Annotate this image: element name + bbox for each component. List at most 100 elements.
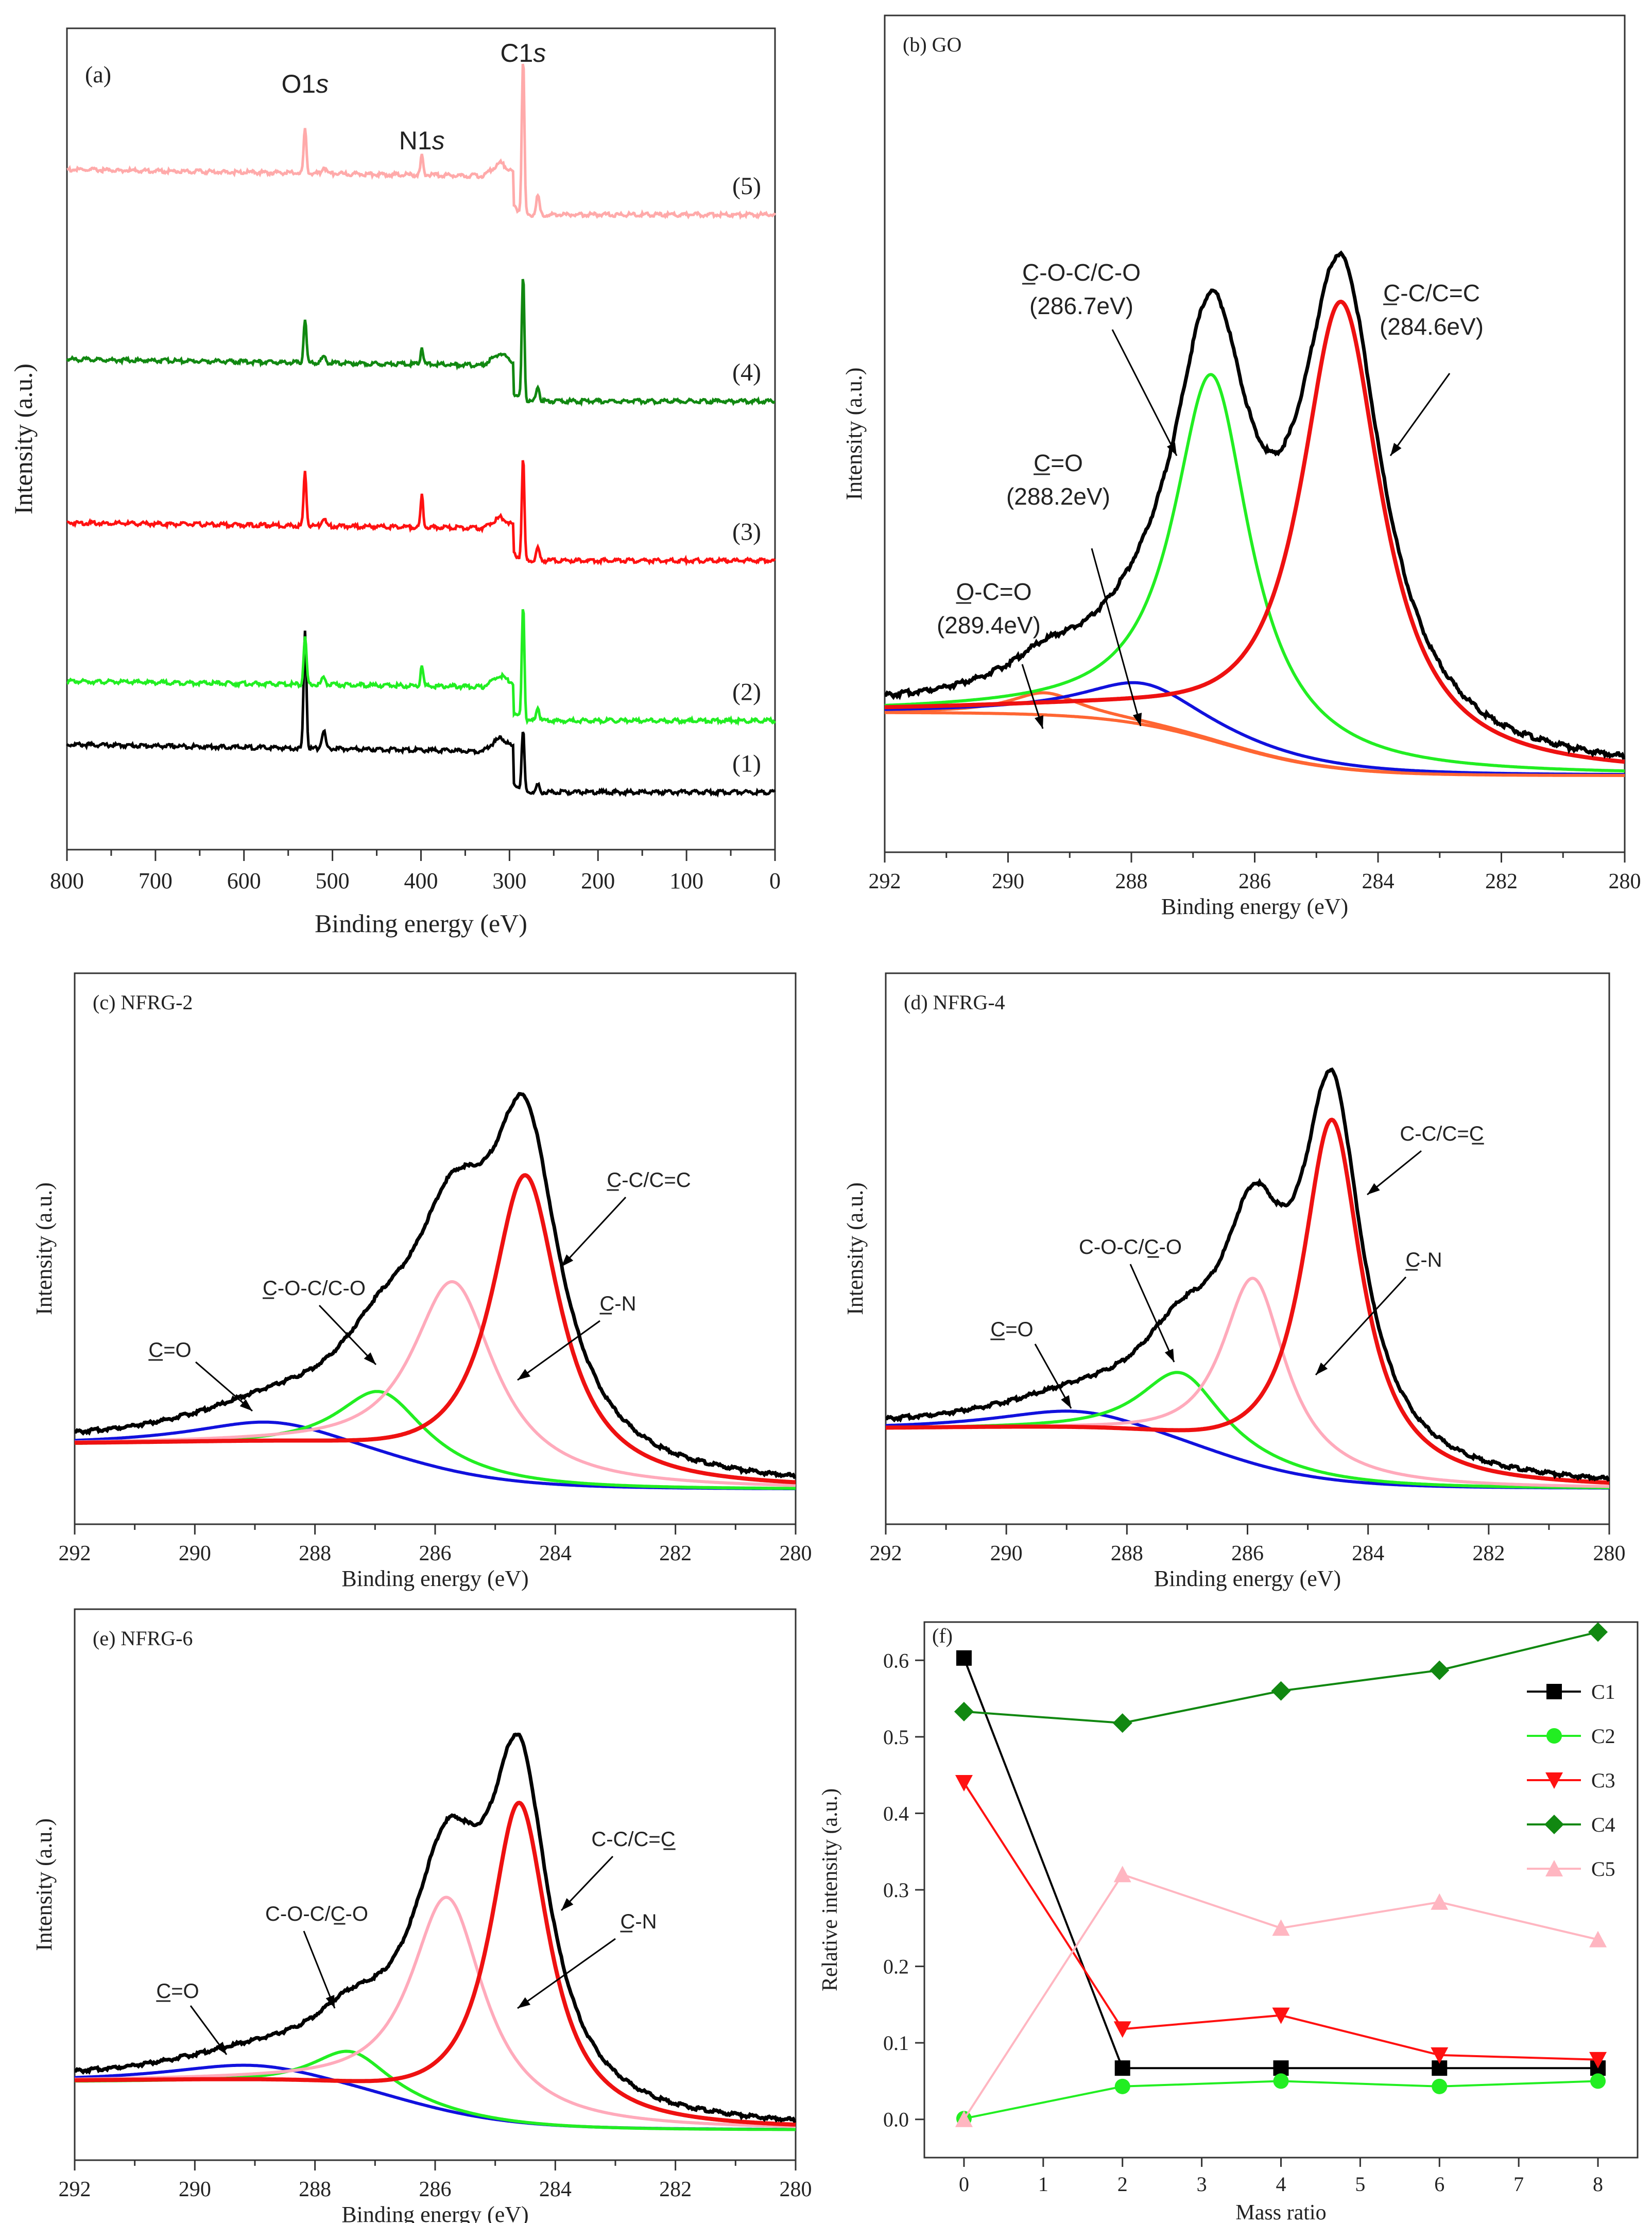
panel-a-series-label: (4)	[732, 359, 761, 386]
panel-a-xtick-label: 0	[769, 868, 781, 893]
panel-c-arrow-coc	[318, 1304, 377, 1366]
panel-f-legend-marker	[1544, 1815, 1564, 1834]
panel-f-point-c2	[1273, 2073, 1289, 2089]
panel-f-ytick-label: 0.6	[883, 1649, 909, 1672]
undefined-xtick-label: 282	[1485, 870, 1518, 893]
undefined-ylabel: Intensity (a.u.)	[841, 368, 867, 501]
panel-a-xtick-label: 500	[316, 868, 350, 893]
undefined-ylabel: Intensity (a.u.)	[31, 1182, 57, 1315]
panel-f-legend-label: C2	[1591, 1725, 1615, 1748]
undefined-envelope	[885, 1067, 1610, 1482]
panel-d-arrow-co-head	[1061, 1395, 1071, 1408]
panel-a-xtick-label: 200	[581, 868, 615, 893]
panel-f-point-c5	[1431, 1893, 1449, 1910]
panel-b-arrow-coc-head	[1166, 442, 1177, 456]
undefined-xtick-label: 284	[1352, 1542, 1384, 1565]
panel-d-annot-co: C=O	[990, 1318, 1033, 1341]
panel-f-point-c4	[954, 1701, 974, 1721]
panel-b-annot-occ: O-C=O	[956, 578, 1032, 605]
panel-f-legend-marker	[1545, 1772, 1563, 1789]
undefined-xtick-label: 288	[299, 1542, 331, 1565]
panel-a-series-label: (3)	[732, 519, 761, 546]
panel-c-arrow-coc-head	[364, 1352, 376, 1365]
panel-f-ytick-label: 0.4	[883, 1802, 909, 1825]
panel-f-xtick-label: 2	[1117, 2173, 1128, 2196]
panel-a-xtick-label: 800	[50, 868, 84, 893]
undefined-component-cccc	[75, 1173, 796, 1485]
panel-f-xtick-label: 1	[1038, 2173, 1048, 2196]
panel-b-arrow-ccc-head	[1390, 442, 1402, 456]
undefined-xtick-label: 288	[1115, 870, 1148, 893]
undefined-component-co	[74, 2063, 796, 2131]
panel-f-point-c4	[1271, 1681, 1291, 1701]
panel-c-arrow-ccc	[560, 1196, 627, 1268]
undefined-ylabel: Intensity (a.u.)	[842, 1182, 868, 1315]
panel-a-xtick-label: 400	[404, 868, 438, 893]
undefined-xtick-label: 290	[992, 870, 1024, 893]
panel-f-point-c5	[1589, 1931, 1607, 1948]
undefined-baseline	[885, 711, 1625, 777]
panel-c-annot-ccc: C-C/C=C	[607, 1169, 691, 1192]
undefined-component-cccc	[75, 1800, 796, 2127]
panel-f-point-c3	[1113, 2021, 1131, 2038]
panel-e-annot-ccc: C-C/C=C	[591, 1828, 675, 1851]
undefined-component-cn	[75, 1895, 796, 2128]
panel-f-point-c3	[955, 1775, 973, 1791]
panel-c-annot-cn: C-N	[599, 1293, 636, 1315]
undefined-xtick-label: 282	[659, 1542, 692, 1565]
undefined-component-cccc	[886, 1117, 1610, 1485]
panel-a-ylabel: Intensity (a.u.)	[9, 364, 38, 514]
panel-a-peak-label: C1s	[500, 39, 546, 67]
undefined-envelope	[74, 1732, 797, 2123]
undefined-xtick-label: 286	[419, 1542, 452, 1565]
panel-c-arrow-ccc-head	[561, 1254, 574, 1267]
panel-f-ylabel: Relative intensity (a.u.)	[818, 1788, 842, 1991]
panel-d-annot-coc: C-O-C/C-O	[1079, 1236, 1182, 1259]
panel-e-arrow-cn-head	[518, 1997, 531, 2008]
panel-f-xtick-label: 7	[1513, 2173, 1524, 2196]
undefined-xlabel: Binding energy (eV)	[341, 1566, 528, 1591]
panel-e-arrow-ccc-head	[561, 1898, 574, 1910]
panel-f-ytick-label: 0.1	[883, 2031, 909, 2055]
undefined-xlabel: Binding energy (eV)	[341, 2202, 528, 2223]
panel-f-point-c5	[1272, 1919, 1290, 1936]
undefined-xlabel: Binding energy (eV)	[1154, 1566, 1341, 1591]
panel-d-arrow-coc	[1129, 1264, 1175, 1363]
panel-b-annot-coc-sub: (286.7eV)	[1029, 292, 1133, 319]
panel-e-arrow-cn	[517, 1938, 616, 2009]
panel-f-xtick-label: 6	[1434, 2173, 1444, 2196]
panel-a-xtick-label: 100	[669, 868, 703, 893]
panel-f-point-c1	[956, 1650, 972, 1666]
panel-f-xtick-label: 0	[959, 2173, 969, 2196]
panel-d-arrow-coc-head	[1164, 1349, 1174, 1362]
undefined-xtick-label: 280	[1609, 870, 1641, 893]
panel-f-line-c4	[963, 1631, 1598, 1725]
panel-f: 0 1 2 3 4 5 6 7 8 0.0 0.1 0.2 0.3 0.4 0.5 0.6 Mass ratio…	[818, 1621, 1639, 2223]
panel-b-arrow-occ-head	[1035, 715, 1044, 729]
panel-f-point-c4	[1588, 1622, 1608, 1642]
undefined-component-cocco	[884, 373, 1625, 773]
panel-e-annot-coc: C-O-C/C-O	[265, 1903, 368, 1925]
panel-a-series-2	[66, 609, 777, 726]
undefined-xtick-label: 288	[299, 2178, 331, 2201]
undefined-label: (d) NFRG-4	[904, 991, 1005, 1014]
panel-b-arrow-co	[1091, 548, 1142, 727]
panel-f-xlabel: Mass ratio	[1235, 2201, 1326, 2223]
panel-b-annot-co: C=O	[1034, 450, 1083, 476]
panel-b-arrow-ccc	[1389, 373, 1451, 456]
panel-a-series-label: (1)	[732, 750, 761, 777]
panel-f-label: (f)	[932, 1624, 953, 1647]
panel-e-arrow-coc-head	[325, 1995, 335, 2008]
panel-a: 800 700 600 500 400 300 200 100 0 Binding energy …	[9, 27, 781, 938]
undefined-label: (e) NFRG-6	[93, 1627, 193, 1650]
panel-f-point-c1	[1114, 2060, 1130, 2076]
panel-e-arrow-coc	[303, 1931, 336, 2009]
panel-a-series-4	[65, 279, 776, 407]
panel-f-xtick-label: 3	[1197, 2173, 1207, 2196]
panel-b-annot-ccc-sub: (284.6eV)	[1380, 313, 1484, 340]
panel-b-arrow-co-head	[1132, 713, 1142, 726]
panel-f-legend-marker	[1546, 1684, 1562, 1699]
undefined-xtick-label: 292	[869, 870, 901, 893]
panel-f-point-c5	[1113, 1866, 1131, 1883]
